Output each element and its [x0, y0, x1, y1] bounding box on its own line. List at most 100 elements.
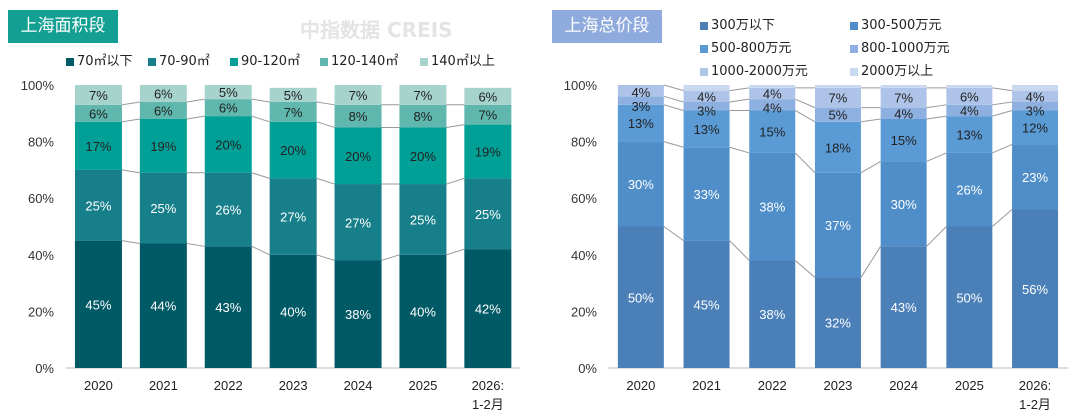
bar-segment	[814, 87, 861, 108]
x-tick-label: 2021	[149, 378, 178, 393]
legend-item: 500-800万元	[700, 37, 791, 56]
bar-segment	[946, 85, 993, 88]
data-label: 4%	[697, 89, 716, 104]
legend-item: 300万以下	[700, 14, 775, 33]
bar-segment	[269, 101, 317, 122]
legend-label: 1000-2000万元	[711, 64, 808, 79]
series-line	[316, 177, 335, 185]
data-label: 13%	[956, 128, 982, 143]
bar-segment	[1012, 209, 1059, 368]
legend-swatch	[420, 57, 428, 66]
y-tick-label: 0%	[35, 361, 54, 376]
x-tick-label: 2022	[214, 378, 243, 393]
x-tick-label: 2020	[84, 378, 113, 393]
y-tick-label: 40%	[571, 248, 597, 263]
data-label: 43%	[215, 300, 241, 315]
watermark: 中指数据 CREIS	[300, 18, 453, 42]
bar-segment	[814, 277, 861, 368]
series-line	[992, 109, 1013, 117]
series-line	[446, 248, 465, 256]
data-label: 6%	[219, 101, 238, 116]
y-tick-label: 0%	[578, 361, 597, 376]
series-line	[729, 240, 750, 261]
bar-segment	[880, 87, 927, 108]
legend-item: 90-120㎡	[230, 50, 300, 69]
data-label: 7%	[349, 88, 368, 103]
data-label: 40%	[410, 304, 436, 319]
data-label: 25%	[150, 201, 176, 216]
data-label: 50%	[956, 290, 982, 305]
series-line	[251, 98, 270, 103]
bar-segment	[464, 178, 512, 250]
bar-segment	[1012, 144, 1059, 210]
series-line	[316, 101, 335, 106]
series-line	[860, 246, 882, 278]
series-line	[926, 115, 947, 120]
data-label: 56%	[1022, 282, 1048, 297]
legend-item: 140㎡以上	[420, 50, 495, 69]
bar-segment	[880, 246, 927, 368]
bar-segment	[204, 99, 252, 117]
data-label: 7%	[829, 91, 848, 106]
x-tick-label: 2023	[279, 378, 308, 393]
legend-swatch	[66, 57, 74, 66]
bar-segment	[139, 118, 187, 173]
bar-segment	[139, 172, 187, 244]
data-label: 37%	[825, 218, 851, 233]
bar-segment	[1012, 85, 1059, 91]
bar-segment	[946, 87, 993, 105]
series-line	[186, 115, 205, 120]
bar-segment	[204, 172, 252, 247]
bar-segment	[269, 178, 317, 255]
data-label: 6%	[154, 103, 173, 118]
data-label: 20%	[345, 149, 371, 164]
series-line	[251, 172, 270, 179]
x-tick-label: 2025	[955, 378, 984, 393]
bar-segment	[617, 141, 664, 227]
y-tick-label: 80%	[28, 135, 54, 150]
chart-title-price: 上海总价段	[552, 10, 662, 43]
legend-label: 70-90㎡	[159, 54, 210, 69]
bar-segment	[683, 147, 730, 241]
bar-segment	[749, 99, 796, 111]
series-line	[251, 115, 270, 123]
data-label: 6%	[478, 89, 497, 104]
bar-segment	[1012, 101, 1059, 111]
series-line	[316, 121, 335, 128]
data-label: 44%	[150, 299, 176, 314]
data-label: 7%	[478, 108, 497, 123]
bar-segment	[204, 85, 252, 100]
series-line	[186, 242, 205, 247]
legend-swatch	[700, 67, 708, 76]
data-label: 4%	[1026, 89, 1045, 104]
series-line	[926, 226, 947, 247]
bar-segment	[269, 87, 317, 102]
data-label: 25%	[410, 212, 436, 227]
legend-label: 90-120㎡	[241, 54, 301, 69]
bar-segment	[814, 121, 861, 173]
y-tick-label: 20%	[571, 304, 597, 319]
series-line	[794, 260, 816, 278]
legend-swatch	[700, 44, 708, 53]
bar-segment	[946, 104, 993, 117]
series-line	[992, 87, 1013, 92]
legend-item: 70㎡以下	[66, 50, 133, 69]
series-line	[992, 143, 1013, 154]
y-tick-label: 20%	[28, 304, 54, 319]
bar-segment	[749, 87, 796, 100]
data-label: 15%	[759, 125, 785, 140]
data-label: 30%	[628, 177, 654, 192]
bar-segment	[683, 90, 730, 102]
bar-segment	[74, 169, 122, 241]
series-line	[663, 141, 684, 148]
data-label: 26%	[215, 203, 241, 218]
data-label: 8%	[414, 109, 433, 124]
legend-swatch	[230, 57, 238, 66]
y-tick-label: 80%	[571, 135, 597, 150]
series-line	[121, 169, 140, 174]
bar-segment	[880, 107, 927, 119]
data-label: 30%	[891, 197, 917, 212]
bar-segment	[74, 85, 122, 105]
bar-segment	[880, 118, 927, 162]
